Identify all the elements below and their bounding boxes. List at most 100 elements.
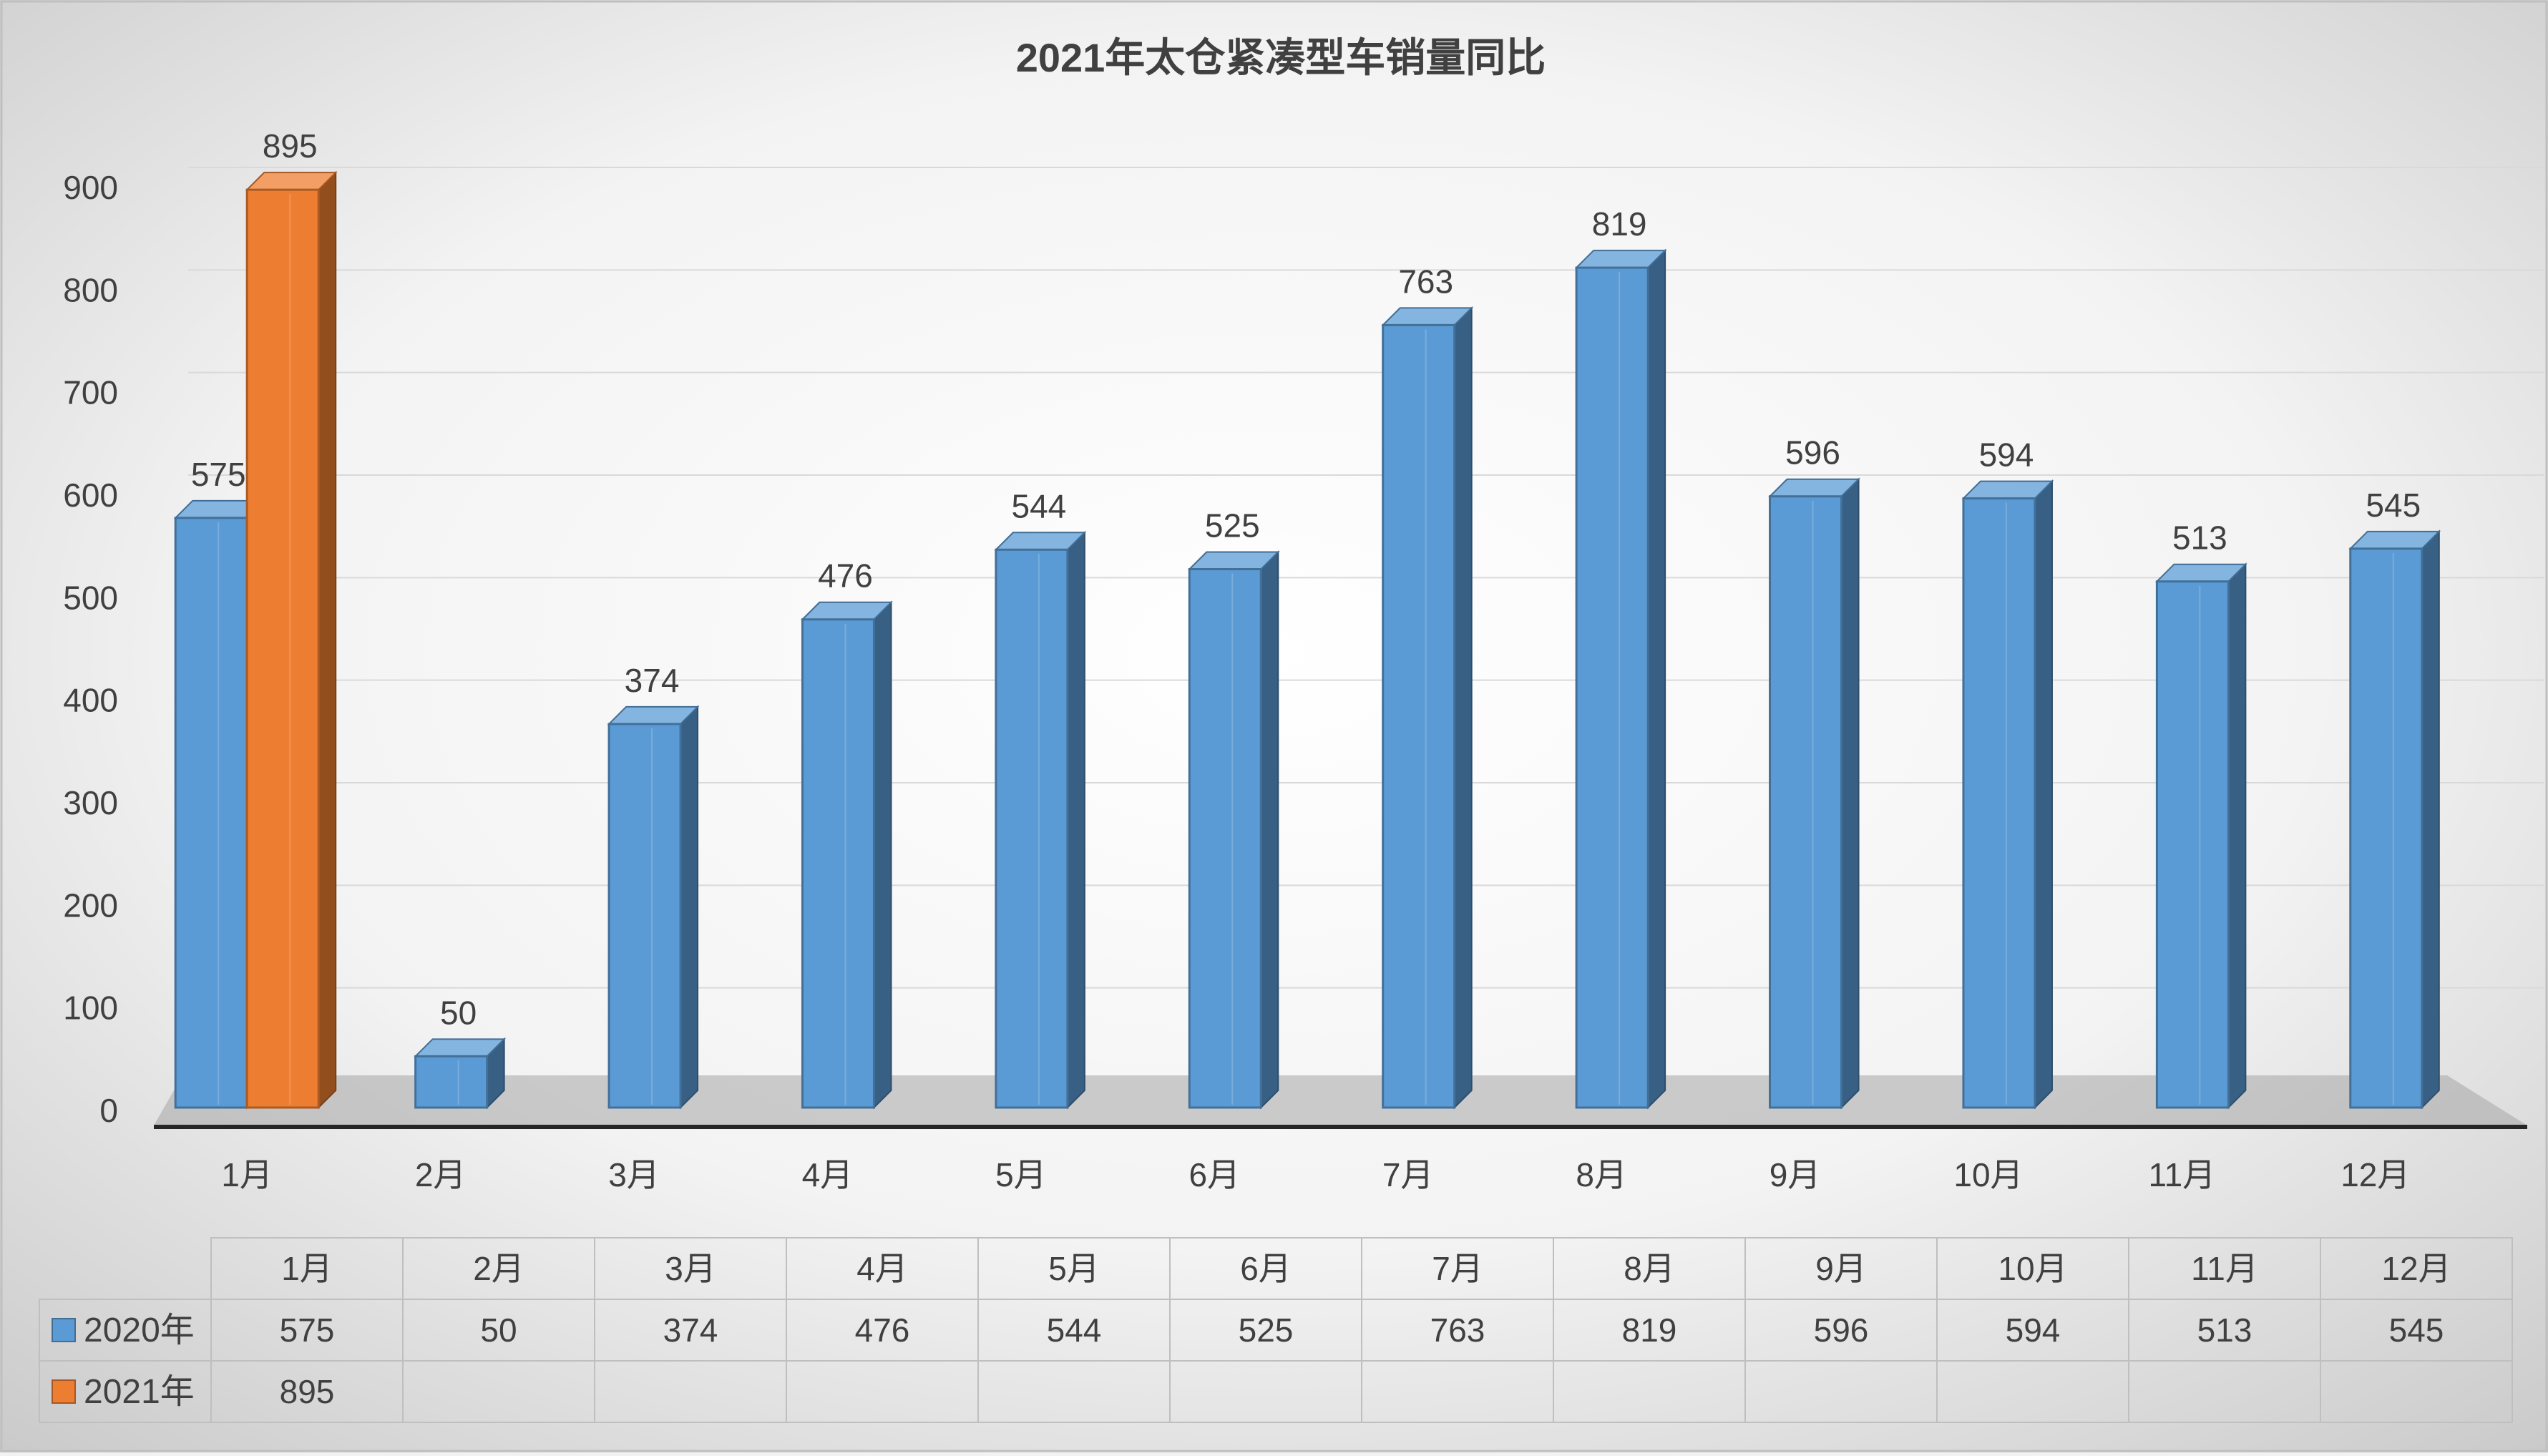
data-label: 544 bbox=[1012, 487, 1067, 524]
bar-0 bbox=[414, 1037, 507, 1110]
x-tick-label: 7月 bbox=[1382, 1156, 1434, 1193]
bar-side-face bbox=[1260, 550, 1279, 1110]
data-table: 1月 2月 3月 4月 5月 6月 7月 8月 9月 10月 11月 12月 2020年 575 50 374… bbox=[39, 1237, 2513, 1423]
bar-front-face bbox=[1575, 266, 1649, 1109]
x-tick-label: 12月 bbox=[2340, 1156, 2410, 1193]
data-label: 374 bbox=[625, 662, 680, 699]
data-label: 50 bbox=[440, 994, 477, 1031]
bar-front-face bbox=[174, 517, 248, 1109]
bar-side-face bbox=[2227, 562, 2247, 1110]
data-label: 575 bbox=[191, 456, 246, 493]
y-tick-label: 900 bbox=[63, 169, 118, 206]
bar-front-face bbox=[1962, 497, 2036, 1109]
table-header-cell: 3月 bbox=[665, 1250, 716, 1287]
floor-plane bbox=[154, 1075, 2527, 1125]
bar-front-face bbox=[801, 618, 875, 1109]
y-tick-label: 800 bbox=[63, 271, 118, 308]
table-header-cell: 6月 bbox=[1240, 1250, 1292, 1287]
x-tick-label: 4月 bbox=[802, 1156, 854, 1193]
table-cell: 374 bbox=[663, 1311, 718, 1349]
x-tick-label: 10月 bbox=[1953, 1156, 2023, 1193]
x-tick-label: 8月 bbox=[1576, 1156, 1627, 1193]
table-header-cell: 12月 bbox=[2381, 1250, 2451, 1287]
x-tick-label: 11月 bbox=[2148, 1156, 2215, 1193]
bar-0 bbox=[607, 705, 700, 1110]
table-header-cell: 10月 bbox=[1998, 1250, 2067, 1287]
data-label: 596 bbox=[1785, 434, 1840, 472]
y-tick-label: 300 bbox=[63, 784, 118, 821]
table-header-cell: 11月 bbox=[2191, 1250, 2258, 1287]
table-cell: 763 bbox=[1430, 1311, 1485, 1349]
bar-side-face bbox=[1840, 477, 1860, 1110]
bar-0 bbox=[2154, 562, 2247, 1110]
table-cell: 594 bbox=[2006, 1311, 2061, 1349]
table-cell: 525 bbox=[1239, 1311, 1294, 1349]
table-header-cell: 9月 bbox=[1815, 1250, 1867, 1287]
y-tick-label: 0 bbox=[99, 1092, 118, 1129]
bar-side-face bbox=[318, 170, 337, 1110]
table-cell: 575 bbox=[280, 1311, 335, 1349]
y-tick-label: 500 bbox=[63, 579, 118, 616]
table-header-cell: 5月 bbox=[1048, 1250, 1100, 1287]
bar-0 bbox=[1574, 248, 1667, 1110]
x-tick-label: 6月 bbox=[1188, 1156, 1240, 1193]
axes: 0 100 200 300 400 500 600 700 800 900 1月 2月 3月 4月 5月 6月… bbox=[63, 169, 2527, 1193]
legend-label: 2020年 bbox=[84, 1311, 195, 1349]
table-cell: 513 bbox=[2197, 1311, 2252, 1349]
bar-front-face bbox=[607, 723, 682, 1109]
bar-side-face bbox=[1453, 306, 1473, 1110]
data-label: 545 bbox=[2366, 487, 2421, 524]
table-cell: 819 bbox=[1622, 1311, 1677, 1349]
y-tick-label: 600 bbox=[63, 477, 118, 514]
y-tick-label: 400 bbox=[63, 682, 118, 719]
table-header-cell: 7月 bbox=[1432, 1250, 1483, 1287]
table-header-cell: 8月 bbox=[1624, 1250, 1675, 1287]
table-header-cell: 1月 bbox=[281, 1250, 333, 1287]
bar-side-face bbox=[680, 705, 699, 1110]
chart-floor bbox=[154, 1075, 2527, 1125]
bar-front-face bbox=[414, 1055, 489, 1109]
bar-front-face bbox=[995, 548, 1069, 1109]
data-label: 525 bbox=[1205, 507, 1260, 544]
bar-front-face bbox=[2349, 547, 2423, 1109]
x-tick-label: 3月 bbox=[608, 1156, 660, 1193]
y-tick-label: 100 bbox=[63, 990, 118, 1027]
bar-front-face bbox=[1382, 323, 1456, 1109]
x-tick-label: 9月 bbox=[1770, 1156, 1821, 1193]
data-label: 513 bbox=[2172, 519, 2227, 557]
table-cell: 596 bbox=[1814, 1311, 1869, 1349]
y-tick-label: 700 bbox=[63, 374, 118, 411]
x-tick-label: 5月 bbox=[995, 1156, 1047, 1193]
bar-0 bbox=[801, 600, 893, 1110]
table-cell: 895 bbox=[280, 1373, 335, 1410]
x-tick-label: 1月 bbox=[221, 1156, 273, 1193]
table-cell: 50 bbox=[480, 1311, 517, 1349]
data-label: 594 bbox=[1979, 436, 2034, 474]
bar-0 bbox=[994, 530, 1087, 1110]
table-cell: 476 bbox=[855, 1311, 910, 1349]
bar-0 bbox=[1961, 479, 2054, 1110]
bar-0 bbox=[1187, 550, 1280, 1110]
gridlines bbox=[188, 167, 2544, 989]
table-cell: 544 bbox=[1047, 1311, 1102, 1349]
bar-front-face bbox=[2155, 580, 2230, 1109]
bar-0 bbox=[1381, 306, 1474, 1110]
bars: 575 895 50 374 476 544 525 763 819 596 594 513 545 bbox=[173, 127, 2441, 1110]
bar-side-face bbox=[2034, 479, 2053, 1110]
legend-swatch bbox=[52, 1318, 76, 1342]
bar-front-face bbox=[1188, 568, 1262, 1109]
legend-swatch bbox=[52, 1379, 76, 1404]
table-cell: 545 bbox=[2389, 1311, 2444, 1349]
table-header-cell: 2月 bbox=[473, 1250, 524, 1287]
data-label: 895 bbox=[263, 127, 318, 165]
bar-side-face bbox=[1647, 248, 1666, 1110]
bar-side-face bbox=[2421, 529, 2440, 1110]
bar-front-face bbox=[245, 188, 320, 1109]
bar-0 bbox=[2348, 529, 2441, 1110]
bar-side-face bbox=[1066, 530, 1085, 1110]
y-tick-label: 200 bbox=[63, 886, 118, 924]
x-tick-label: 2月 bbox=[415, 1156, 467, 1193]
legend-label: 2021年 bbox=[84, 1373, 195, 1411]
